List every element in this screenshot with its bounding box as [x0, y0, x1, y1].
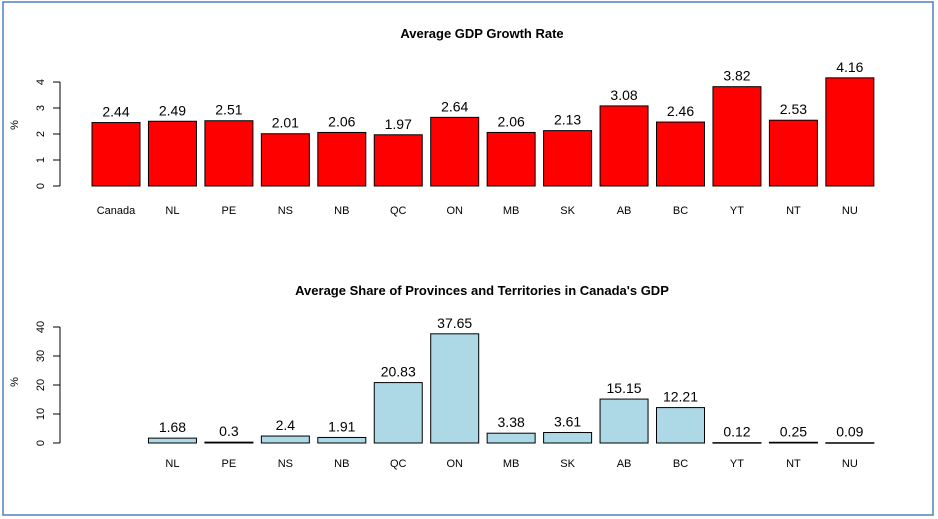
chart2-x-tick-label: NL — [165, 458, 179, 470]
chart2-y-tick-label: 10 — [35, 408, 47, 420]
chart2-data-label: 1.68 — [159, 419, 186, 435]
chart1-y-tick-label: 0 — [35, 183, 47, 189]
chart2-ylabel: % — [9, 377, 21, 387]
chart2-x-tick-label: YT — [730, 458, 744, 470]
chart2-bar-yt — [712, 442, 762, 444]
chart2-x-tick-label: MB — [503, 458, 520, 470]
chart2-bar-ns — [260, 435, 310, 444]
chart1-x-tick-label: Canada — [97, 205, 136, 217]
chart1-bar-on — [430, 116, 480, 187]
chart2-x-tick-label: BC — [673, 458, 688, 470]
chart1-bar-ns — [260, 133, 310, 187]
chart1-bar-canada — [91, 122, 141, 187]
chart2-data-label: 0.12 — [723, 424, 750, 440]
chart1-y-tick-label: 1 — [35, 157, 47, 163]
chart1-data-label: 2.46 — [667, 103, 694, 119]
chart1-x-tick-label: NU — [842, 205, 858, 217]
chart2-bar-sk — [543, 432, 593, 444]
chart1-data-label: 2.06 — [328, 113, 355, 129]
chart1-x-tick-label: NB — [334, 205, 349, 217]
chart1-bar-nt — [768, 119, 818, 187]
chart2-y-tick-label: 30 — [35, 350, 47, 362]
chart1-data-label: 1.97 — [385, 116, 412, 132]
chart1-x-tick-label: BC — [673, 205, 688, 217]
chart2-data-label: 12.21 — [663, 389, 698, 405]
chart1-data-label: 2.53 — [780, 101, 807, 117]
chart2-bar-on — [430, 333, 480, 444]
chart2-data-label: 2.4 — [276, 417, 296, 433]
chart2-x-tick-label: PE — [222, 458, 237, 470]
chart1-x-tick-label: PE — [222, 205, 237, 217]
chart2-data-label: 15.15 — [607, 380, 642, 396]
chart1-y-tick-label: 3 — [35, 105, 47, 111]
chart1-x-tick-label: MB — [503, 205, 520, 217]
chart2-x-tick-label: QC — [390, 458, 407, 470]
chart2-title: Average Share of Provinces and Territori… — [295, 283, 669, 298]
chart1-x-tick-label: SK — [560, 205, 575, 217]
chart1-data-label: 3.08 — [610, 87, 637, 103]
chart1-x-tick-label: NL — [165, 205, 179, 217]
chart2-y-tick-label: 20 — [35, 379, 47, 391]
chart2-data-label: 3.61 — [554, 414, 581, 430]
chart1-bar-bc — [656, 121, 705, 187]
chart2-data-label: 37.65 — [437, 315, 472, 331]
chart1-y-tick-label: 4 — [35, 79, 47, 85]
chart2-x-tick-label: NS — [278, 458, 293, 470]
chart1-bar-nl — [147, 120, 197, 187]
chart2-x-tick-label: NT — [786, 458, 801, 470]
chart1-bar-pe — [204, 120, 254, 187]
chart1-data-label: 4.16 — [836, 59, 863, 75]
chart1-y-tick-label: 2 — [35, 131, 47, 137]
chart1-bar-nb — [317, 131, 367, 187]
chart1-bar-ab — [599, 105, 649, 187]
chart1-x-tick-label: YT — [730, 205, 744, 217]
chart2-data-label: 3.38 — [498, 414, 525, 430]
chart2-bar-mb — [486, 432, 536, 444]
chart2-x-tick-label: NB — [334, 458, 349, 470]
chart1-x-tick-label: NS — [278, 205, 293, 217]
chart1-x-tick-label: QC — [390, 205, 407, 217]
chart2-data-label: 20.83 — [381, 364, 416, 380]
chart2-bar-nu — [825, 442, 875, 444]
chart2-x-tick-label: NU — [842, 458, 858, 470]
chart2-data-label: 1.91 — [328, 418, 355, 434]
chart2-x-tick-label: SK — [560, 458, 575, 470]
chart1-data-label: 2.49 — [159, 102, 186, 118]
chart1-data-label: 3.82 — [723, 68, 750, 84]
chart2-bar-bc — [656, 407, 705, 444]
chart1-data-label: 2.01 — [272, 115, 299, 131]
chart2-x-tick-label: AB — [617, 458, 632, 470]
chart2-bar-nb — [317, 436, 367, 444]
chart1-data-label: 2.44 — [102, 104, 129, 120]
chart2-bar-pe — [204, 441, 254, 444]
chart1-ylabel: % — [9, 120, 21, 130]
chart1-bar-qc — [373, 134, 423, 187]
chart2-bar-nt — [768, 441, 818, 444]
chart2-x-tick-label: ON — [446, 458, 463, 470]
chart1-data-label: 2.51 — [215, 102, 242, 118]
chart2-bar-ab — [599, 398, 649, 444]
chart1-data-label: 2.06 — [498, 113, 525, 129]
chart2-bar-nl — [147, 437, 197, 444]
chart1-bar-yt — [712, 86, 762, 187]
chart2-y-tick-label: 0 — [35, 440, 47, 446]
chart1-x-tick-label: NT — [786, 205, 801, 217]
chart2-data-label: 0.09 — [836, 424, 863, 440]
chart2-bar-qc — [373, 382, 423, 444]
chart1-x-tick-label: AB — [617, 205, 632, 217]
chart1-data-label: 2.64 — [441, 98, 468, 114]
chart2-y-tick-label: 40 — [35, 321, 47, 333]
chart2-data-label: 0.3 — [219, 423, 239, 439]
chart1-x-tick-label: ON — [446, 205, 463, 217]
chart1-bar-mb — [486, 131, 536, 187]
chart1-title: Average GDP Growth Rate — [400, 26, 563, 41]
chart1-bar-nu — [825, 77, 875, 187]
chart1-bar-sk — [543, 130, 593, 187]
chart1-data-label: 2.13 — [554, 112, 581, 128]
chart2-data-label: 0.25 — [780, 423, 807, 439]
